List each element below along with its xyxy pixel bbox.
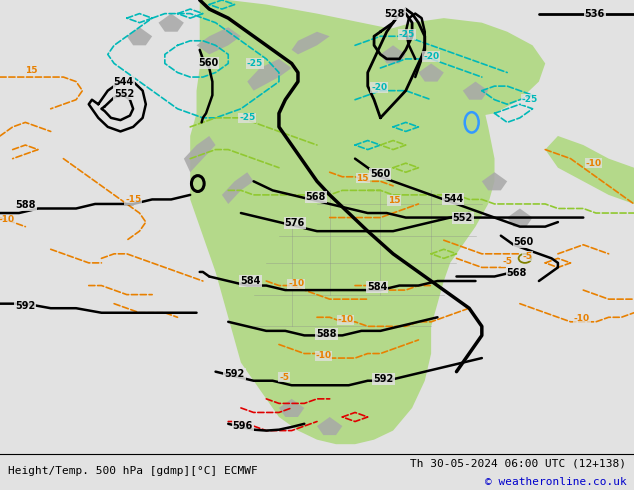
Polygon shape bbox=[482, 172, 507, 191]
Text: 576: 576 bbox=[285, 218, 305, 228]
Polygon shape bbox=[355, 18, 545, 118]
Text: Height/Temp. 500 hPa [gdmp][°C] ECMWF: Height/Temp. 500 hPa [gdmp][°C] ECMWF bbox=[8, 466, 257, 476]
Text: 552: 552 bbox=[453, 213, 473, 222]
Polygon shape bbox=[279, 399, 304, 417]
Polygon shape bbox=[317, 417, 342, 435]
Text: Th 30-05-2024 06:00 UTC (12+138): Th 30-05-2024 06:00 UTC (12+138) bbox=[410, 459, 626, 468]
Text: -10: -10 bbox=[315, 351, 332, 360]
Text: 544: 544 bbox=[443, 195, 463, 204]
Text: 560: 560 bbox=[370, 169, 391, 178]
Text: -25: -25 bbox=[521, 95, 538, 104]
Text: 592: 592 bbox=[224, 369, 245, 379]
Text: -15: -15 bbox=[125, 195, 141, 204]
Text: -10: -10 bbox=[0, 215, 15, 224]
Text: 15: 15 bbox=[356, 173, 369, 183]
Polygon shape bbox=[380, 46, 406, 64]
Polygon shape bbox=[463, 82, 488, 99]
Text: 588: 588 bbox=[316, 329, 337, 339]
Text: -25: -25 bbox=[239, 113, 256, 122]
Polygon shape bbox=[222, 172, 254, 204]
Text: 15: 15 bbox=[388, 196, 401, 205]
Polygon shape bbox=[184, 136, 216, 172]
Text: -10: -10 bbox=[574, 314, 590, 323]
Text: 15: 15 bbox=[25, 66, 38, 75]
Text: -10: -10 bbox=[585, 159, 602, 168]
Polygon shape bbox=[292, 32, 330, 54]
Text: 592: 592 bbox=[15, 301, 36, 311]
Text: 588: 588 bbox=[15, 200, 36, 210]
Text: 584: 584 bbox=[367, 282, 387, 293]
Text: © weatheronline.co.uk: © weatheronline.co.uk bbox=[484, 477, 626, 487]
Text: 552: 552 bbox=[114, 89, 134, 99]
Polygon shape bbox=[190, 0, 495, 444]
Text: -5: -5 bbox=[502, 257, 512, 267]
Text: 560: 560 bbox=[514, 238, 534, 247]
Text: 584: 584 bbox=[240, 276, 261, 286]
Polygon shape bbox=[507, 209, 533, 226]
Text: -10: -10 bbox=[337, 316, 354, 324]
Text: 544: 544 bbox=[113, 76, 134, 87]
Text: -20: -20 bbox=[423, 52, 439, 61]
Text: -5: -5 bbox=[522, 251, 533, 261]
Polygon shape bbox=[545, 136, 634, 204]
Polygon shape bbox=[197, 27, 241, 54]
Text: 560: 560 bbox=[198, 58, 218, 69]
Text: 596: 596 bbox=[233, 421, 253, 431]
Text: 592: 592 bbox=[373, 374, 394, 384]
Text: -25: -25 bbox=[399, 30, 415, 39]
Text: -25: -25 bbox=[247, 59, 263, 68]
Text: 528: 528 bbox=[384, 9, 404, 19]
Text: -5: -5 bbox=[279, 372, 289, 382]
Polygon shape bbox=[127, 27, 152, 46]
Polygon shape bbox=[418, 64, 444, 82]
Polygon shape bbox=[158, 14, 184, 32]
Polygon shape bbox=[247, 59, 292, 91]
Text: 568: 568 bbox=[507, 268, 527, 278]
Text: -20: -20 bbox=[371, 83, 387, 92]
Text: 536: 536 bbox=[585, 9, 605, 19]
Text: -10: -10 bbox=[288, 279, 304, 288]
Text: 568: 568 bbox=[306, 192, 326, 202]
